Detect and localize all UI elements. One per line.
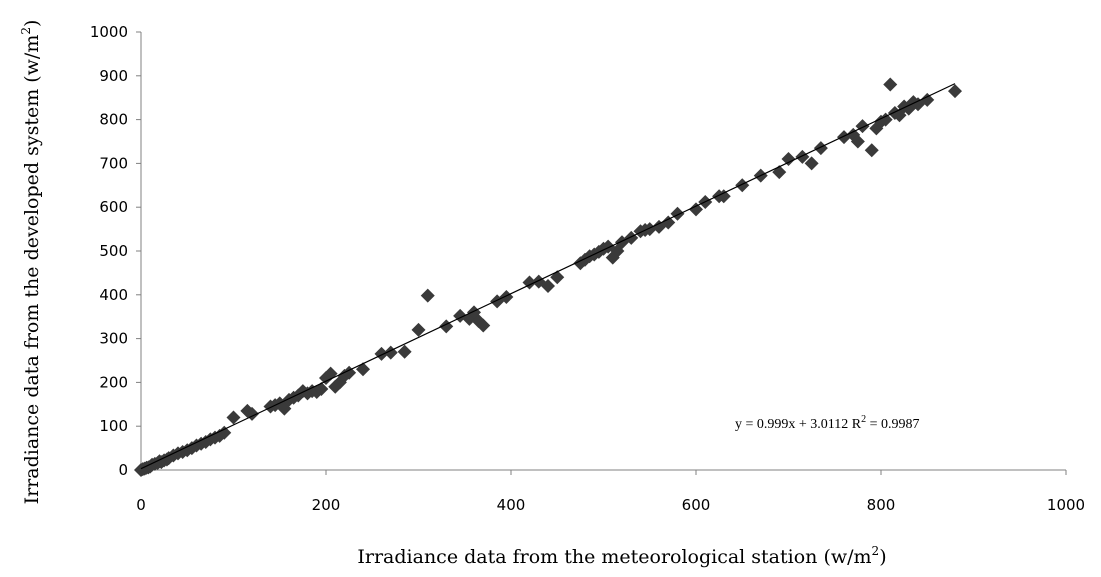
data-point [883,77,898,92]
equation-superscript: 2 [861,414,866,425]
y-axis-title-tail: ) [21,20,43,27]
y-axis-title-superscript: 2 [19,27,33,35]
x-tick-label: 400 [497,496,526,514]
y-tick-label: 200 [99,373,128,391]
data-point [670,206,685,221]
y-tick-label: 100 [99,417,128,435]
data-point [642,222,657,237]
data-point [716,189,731,204]
chart-points [134,77,962,477]
y-tick-label: 700 [99,154,128,172]
data-point [878,112,893,127]
data-point [411,322,426,337]
y-tick-label: 400 [99,286,128,304]
data-point [226,410,241,425]
x-tick-label: 1000 [1047,496,1085,514]
data-point [813,141,828,156]
x-tick-label: 0 [136,496,146,514]
equation-part2: = 0.9987 [866,417,919,432]
data-point [217,425,232,440]
data-point [804,156,819,171]
y-tick-label: 600 [99,198,128,216]
data-point [420,288,435,303]
trend-line [140,83,956,470]
data-point [499,289,514,304]
regression-equation: y = 0.999x + 3.0112 R2 = 0.9987 [735,414,920,432]
y-tick-label: 0 [118,461,128,479]
chart-tick-labels: 0 100 200 300 400 500 600 700 800 900 1000 0 200 400 6… [90,23,1085,514]
y-tick-label: 800 [99,111,128,129]
y-axis-title-text: Irradiance data from the developed syste… [21,35,43,505]
y-axis-title: Irradiance data from the developed syste… [19,20,43,505]
x-axis-title-superscript: 2 [872,544,880,558]
data-point [837,130,851,145]
data-point [661,215,676,230]
data-point [689,202,703,217]
data-point [374,346,389,361]
data-point [781,152,796,167]
x-tick-label: 600 [682,496,711,514]
x-tick-label: 800 [867,496,896,514]
equation-part1: y = 0.999x + 3.0112 R [735,417,862,432]
data-point [476,318,491,333]
x-tick-label: 200 [312,496,341,514]
data-point [624,230,639,245]
data-point [920,92,935,107]
x-axis-title-tail: ) [879,546,886,568]
y-tick-label: 300 [99,330,128,348]
data-point [342,365,357,380]
data-point [855,119,870,134]
data-point [864,143,879,158]
data-point [397,344,412,359]
data-point [541,279,555,294]
x-axis-title: Irradiance data from the meteorological … [357,544,886,568]
data-point [948,84,962,99]
data-point [356,362,370,377]
chart-axes [136,31,1067,475]
x-axis-title-text: Irradiance data from the meteorological … [357,546,871,568]
y-tick-label: 500 [99,242,128,260]
data-point [850,134,865,149]
data-point [795,149,810,164]
data-point [735,178,750,193]
y-tick-label: 900 [99,67,128,85]
y-tick-label: 1000 [90,23,128,41]
